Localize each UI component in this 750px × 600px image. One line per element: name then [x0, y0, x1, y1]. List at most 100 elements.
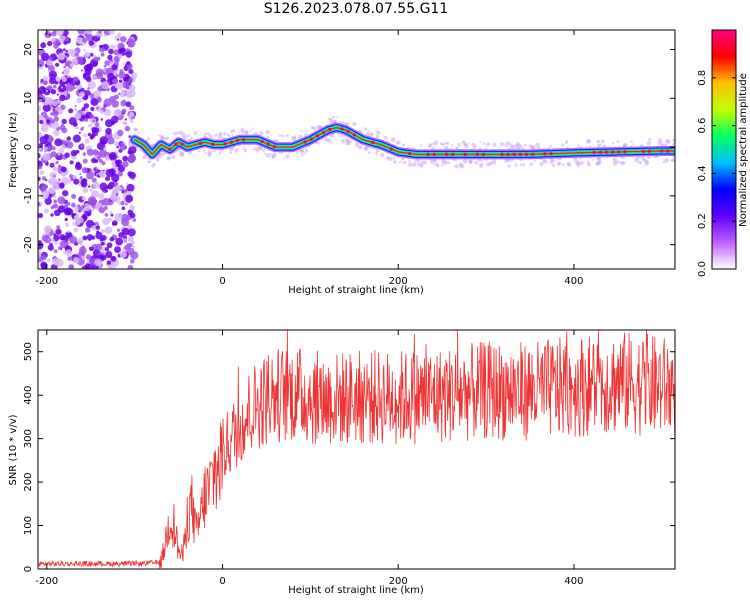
noise-speckle	[116, 182, 119, 186]
noise-speckle	[42, 153, 51, 161]
noise-speckle	[54, 138, 63, 147]
noise-speckle	[111, 64, 118, 71]
noise-speckle	[60, 104, 66, 111]
noise-speckle	[95, 243, 103, 251]
haze-dot	[303, 152, 306, 155]
haze-dot	[588, 145, 591, 148]
noise-speckle	[127, 264, 134, 269]
noise-speckle	[108, 152, 117, 161]
noise-speckle	[53, 174, 56, 178]
haze-dot	[586, 138, 592, 144]
noise-speckle	[45, 145, 52, 152]
y-tick-label: -10	[23, 188, 34, 204]
noise-speckle	[59, 35, 66, 41]
noise-speckle	[125, 51, 132, 58]
haze-dot	[235, 147, 239, 151]
haze-dot	[523, 143, 527, 147]
noise-speckle	[69, 236, 78, 244]
haze-dot	[186, 134, 190, 138]
haze-dot	[485, 144, 488, 147]
trace-hotspot	[408, 151, 412, 156]
noise-speckle	[121, 108, 127, 114]
trace-hotspot	[451, 152, 455, 156]
haze-dot	[265, 129, 270, 135]
noise-speckle	[127, 236, 134, 243]
noise-speckle	[120, 100, 127, 107]
haze-dot	[440, 163, 444, 167]
haze-dot	[166, 156, 171, 161]
noise-speckle	[104, 108, 112, 117]
snr-x-label: Height of straight line (km)	[288, 585, 424, 596]
haze-dot	[354, 142, 360, 148]
trace-hotspot	[463, 152, 467, 156]
haze-dot	[458, 162, 463, 167]
noise-speckle	[116, 145, 120, 149]
haze-dot	[454, 158, 457, 162]
noise-speckle	[46, 59, 53, 66]
haze-dot	[269, 152, 272, 155]
noise-speckle	[87, 95, 92, 99]
noise-speckle	[112, 78, 118, 85]
x-tick-label: 200	[389, 576, 408, 587]
haze-dot	[434, 162, 437, 165]
noise-speckle	[58, 147, 64, 154]
noise-speckle	[48, 85, 53, 90]
noise-speckle	[120, 201, 125, 206]
noise-speckle	[118, 79, 123, 84]
noise-speckle	[90, 133, 96, 139]
noise-speckle	[68, 108, 74, 114]
noise-speckle	[102, 197, 111, 206]
haze-dot	[262, 148, 266, 152]
haze-dot	[440, 159, 446, 164]
haze-dot	[662, 160, 666, 164]
haze-dot	[408, 159, 411, 162]
noise-speckle	[94, 159, 99, 164]
trace-hotspot	[309, 137, 313, 141]
noise-speckle	[107, 217, 113, 222]
noise-speckle	[45, 89, 49, 93]
haze-dot	[561, 163, 565, 166]
haze-dot	[672, 138, 675, 143]
haze-dot	[231, 128, 236, 133]
noise-speckle	[50, 89, 57, 95]
noise-speckle	[96, 96, 102, 102]
trace-hotspot	[346, 129, 350, 134]
noise-speckle	[57, 52, 66, 61]
noise-speckle	[89, 188, 93, 192]
noise-speckle	[44, 115, 50, 121]
haze-dot	[454, 164, 459, 169]
noise-speckle	[53, 129, 60, 137]
haze-dot	[416, 162, 420, 166]
noise-speckle	[123, 188, 128, 193]
haze-dot	[300, 153, 304, 157]
noise-speckle	[90, 97, 99, 106]
noise-speckle	[121, 206, 126, 211]
noise-speckle	[96, 155, 101, 160]
snr-y-ticks: 0 100 200 300 400 500	[23, 342, 675, 572]
noise-speckle	[54, 62, 60, 67]
noise-speckle	[91, 177, 97, 183]
noise-speckle	[116, 155, 119, 159]
noise-speckle	[65, 49, 68, 53]
noise-speckle	[52, 166, 59, 172]
snr-x-ticks: -200 0 200 400	[35, 330, 584, 587]
noise-speckle	[110, 115, 119, 124]
noise-speckle	[40, 254, 47, 261]
noise-speckle	[126, 183, 135, 192]
haze-dot	[492, 142, 497, 147]
haze-dot	[565, 141, 568, 144]
colorbar-ticks: 0.0 0.2 0.4 0.6 0.8	[697, 70, 736, 277]
noise-speckle	[74, 112, 82, 120]
noise-speckle	[47, 69, 51, 73]
haze-dot	[422, 160, 427, 165]
noise-speckle	[81, 245, 85, 249]
trace-hotspot	[549, 152, 553, 156]
haze-dot	[646, 141, 651, 146]
noise-speckle	[120, 142, 124, 147]
noise-speckle	[115, 74, 119, 78]
noise-speckle	[92, 149, 99, 156]
noise-speckle	[129, 118, 132, 121]
haze-dot	[514, 163, 518, 167]
noise-speckle	[91, 190, 100, 199]
colorbar-tick-label: 0.8	[697, 70, 708, 86]
